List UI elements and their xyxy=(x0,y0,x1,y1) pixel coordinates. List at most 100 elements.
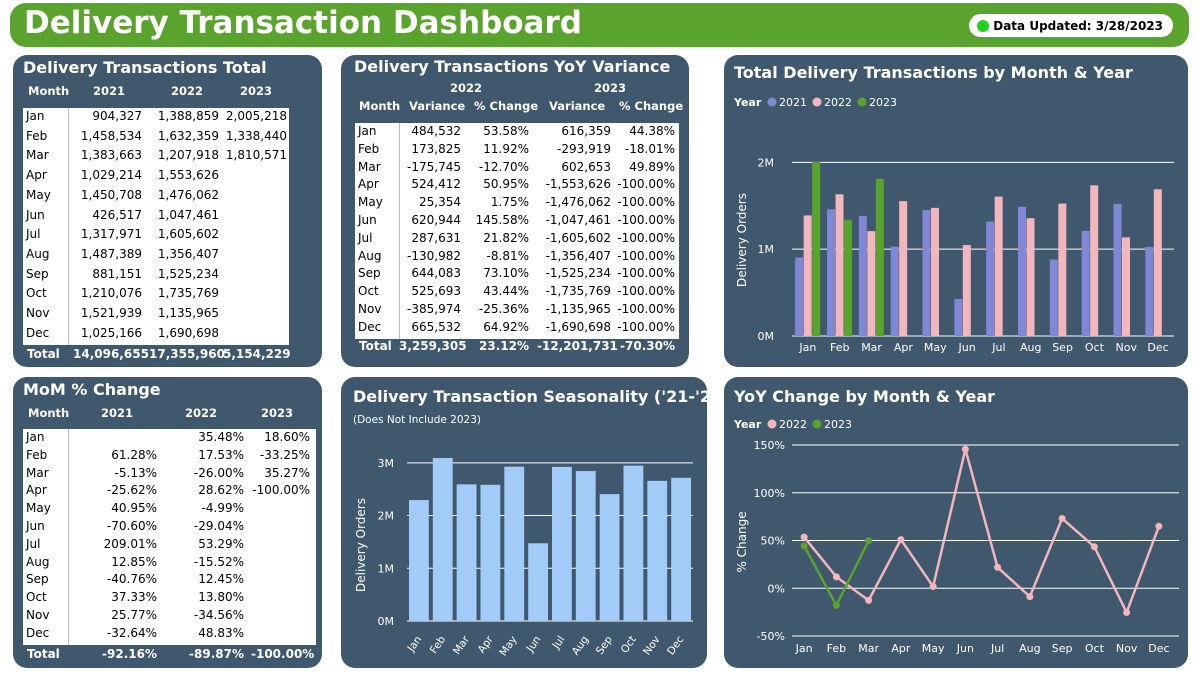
x-tick-label: Jan xyxy=(798,341,816,354)
x-tick-label: Oct xyxy=(1085,341,1105,354)
bar-2021-Aug xyxy=(1018,206,1026,336)
table-cell: 64.92% xyxy=(483,319,529,334)
table-cell: -15.52% xyxy=(193,554,244,569)
bar-2021-Apr xyxy=(890,246,899,336)
table-row: Mar -175,745 -12.70% 602,653 49.89% xyxy=(355,159,679,177)
bar-2022-Dec xyxy=(1153,189,1162,336)
table-row: Dec -32.64% 48.83% xyxy=(23,625,316,643)
bar-2021-Nov xyxy=(1113,203,1122,336)
table-row: Sep 881,151 1,525,234 xyxy=(23,266,289,284)
table-cell: 2,005,218 xyxy=(225,109,287,123)
row-month-label: May xyxy=(26,187,51,202)
mom-header-2022: 2022 xyxy=(185,406,218,420)
row-month-label: Mar xyxy=(358,159,381,174)
table-row: Aug 1,487,389 1,356,407 xyxy=(23,246,289,264)
table-cell: 1,810,571 xyxy=(225,148,287,163)
table-cell: -1,525,234 xyxy=(545,266,611,281)
table-cell: -385,974 xyxy=(407,302,461,316)
table-row: Apr -25.62% 28.62% -100.00% xyxy=(23,482,316,500)
table-cell: 50.95% xyxy=(483,177,529,192)
table-cell: 525,693 xyxy=(411,284,461,299)
table-cell: 11.92% xyxy=(483,141,529,156)
table-cell: 1,632,359 xyxy=(157,128,219,143)
x-tick-label: Dec xyxy=(665,634,687,658)
row-month-label: Jun xyxy=(26,519,45,533)
table-cell: 1,476,062 xyxy=(157,187,219,202)
table-cell: 53.58% xyxy=(483,124,529,138)
table-cell: 426,517 xyxy=(92,207,142,222)
yoy-header-pct-2023: % Change xyxy=(619,99,684,113)
mom-table-title: MoM % Change xyxy=(23,380,161,399)
point-2022-Jan xyxy=(800,533,808,541)
legend-marker-2022 xyxy=(767,419,777,429)
y-tick-label: 1M xyxy=(378,562,395,575)
legend-label-2022: 2022 xyxy=(824,96,852,109)
month-column-divider xyxy=(68,108,69,345)
table-row: May 40.95% -4.99% xyxy=(23,500,316,518)
row-month-label: Aug xyxy=(358,248,382,263)
row-month-label: Apr xyxy=(358,177,379,192)
table-row: Oct 1,210,076 1,735,769 xyxy=(23,285,289,303)
table-cell: 1,356,407 xyxy=(157,246,219,261)
bar-2021-Dec xyxy=(1145,246,1154,336)
page-title: Delivery Transaction Dashboard xyxy=(24,5,582,41)
series-line-2022 xyxy=(803,448,1161,616)
table-cell: -8.81% xyxy=(486,248,529,263)
table-row: Apr 524,412 50.95% -1,553,626 -100.00% xyxy=(355,176,679,194)
table-row: Jan 484,532 53.58% 616,359 44.38% xyxy=(355,123,679,141)
point-2022-Mar xyxy=(865,596,873,604)
table-cell: 12.45% xyxy=(198,572,244,587)
table-row: Jul 1,317,971 1,605,602 xyxy=(23,226,289,244)
legend-marker-2023 xyxy=(857,97,867,107)
y-tick-label: 1M xyxy=(758,243,775,256)
table-row: Sep 644,083 73.10% -1,525,234 -100.00% xyxy=(355,265,679,283)
x-tick-label: Jun xyxy=(957,341,975,354)
total-value: 23.12% xyxy=(479,339,529,353)
x-tick-label: May xyxy=(922,642,945,655)
y-tick-label: 0% xyxy=(768,582,785,595)
table-cell: -12.70% xyxy=(478,159,529,174)
yoy-year-2023: 2023 xyxy=(594,81,627,95)
row-month-label: Feb xyxy=(358,141,380,156)
x-tick-label: Aug xyxy=(1020,341,1041,354)
bar-May xyxy=(504,466,525,621)
point-2023-Mar xyxy=(865,537,873,545)
point-2022-Sep xyxy=(1058,514,1066,522)
point-2022-Feb xyxy=(832,573,840,581)
row-month-label: Mar xyxy=(26,148,49,163)
bar-2022-Sep xyxy=(1058,203,1067,336)
row-month-label: Oct xyxy=(358,284,379,299)
table-cell: -293,919 xyxy=(557,141,611,156)
row-month-label: Jan xyxy=(358,124,377,138)
table-cell: 1.75% xyxy=(490,195,529,210)
yoy-header-variance-2022: Variance xyxy=(409,99,466,113)
bar-2021-Jul xyxy=(986,221,995,336)
point-2022-Jul xyxy=(994,563,1002,571)
seasonality-chart: Delivery Transaction Seasonality ('21-'2… xyxy=(353,387,707,659)
y-axis-label: Delivery Orders xyxy=(354,498,368,592)
legend-marker-2022 xyxy=(812,97,822,107)
data-updated-badge: Data Updated: 3/28/2023 xyxy=(969,14,1173,37)
chart-title: Total Delivery Transactions by Month & Y… xyxy=(734,63,1133,82)
seasonality-chart-panel: Delivery Transaction Seasonality ('21-'2… xyxy=(341,377,707,668)
total-label: Total xyxy=(27,647,60,661)
x-tick-label: May xyxy=(924,341,947,354)
x-tick-label: Aug xyxy=(1019,642,1040,655)
table-row: Sep -40.76% 12.45% xyxy=(23,571,316,589)
table-cell: -100.00% xyxy=(252,483,310,498)
table-cell: 25.77% xyxy=(111,608,157,622)
table-cell: -33.25% xyxy=(259,447,310,462)
monthly-bar-chart: Total Delivery Transactions by Month & Y… xyxy=(733,63,1174,354)
point-2022-Jun xyxy=(961,445,969,453)
x-tick-label: Mar xyxy=(858,642,879,655)
table-row: Dec 665,532 64.92% -1,690,698 -100.00% xyxy=(355,319,679,337)
table-cell: 1,521,939 xyxy=(80,306,142,320)
row-month-label: May xyxy=(26,501,51,516)
row-month-label: May xyxy=(358,195,383,210)
table-cell: 61.28% xyxy=(111,447,157,462)
bar-2022-Feb xyxy=(835,194,844,336)
totals-header-2021: 2021 xyxy=(93,84,126,98)
bar-Sep xyxy=(599,494,620,621)
table-cell: 49.89% xyxy=(629,159,675,174)
table-cell: 17.53% xyxy=(198,447,244,462)
